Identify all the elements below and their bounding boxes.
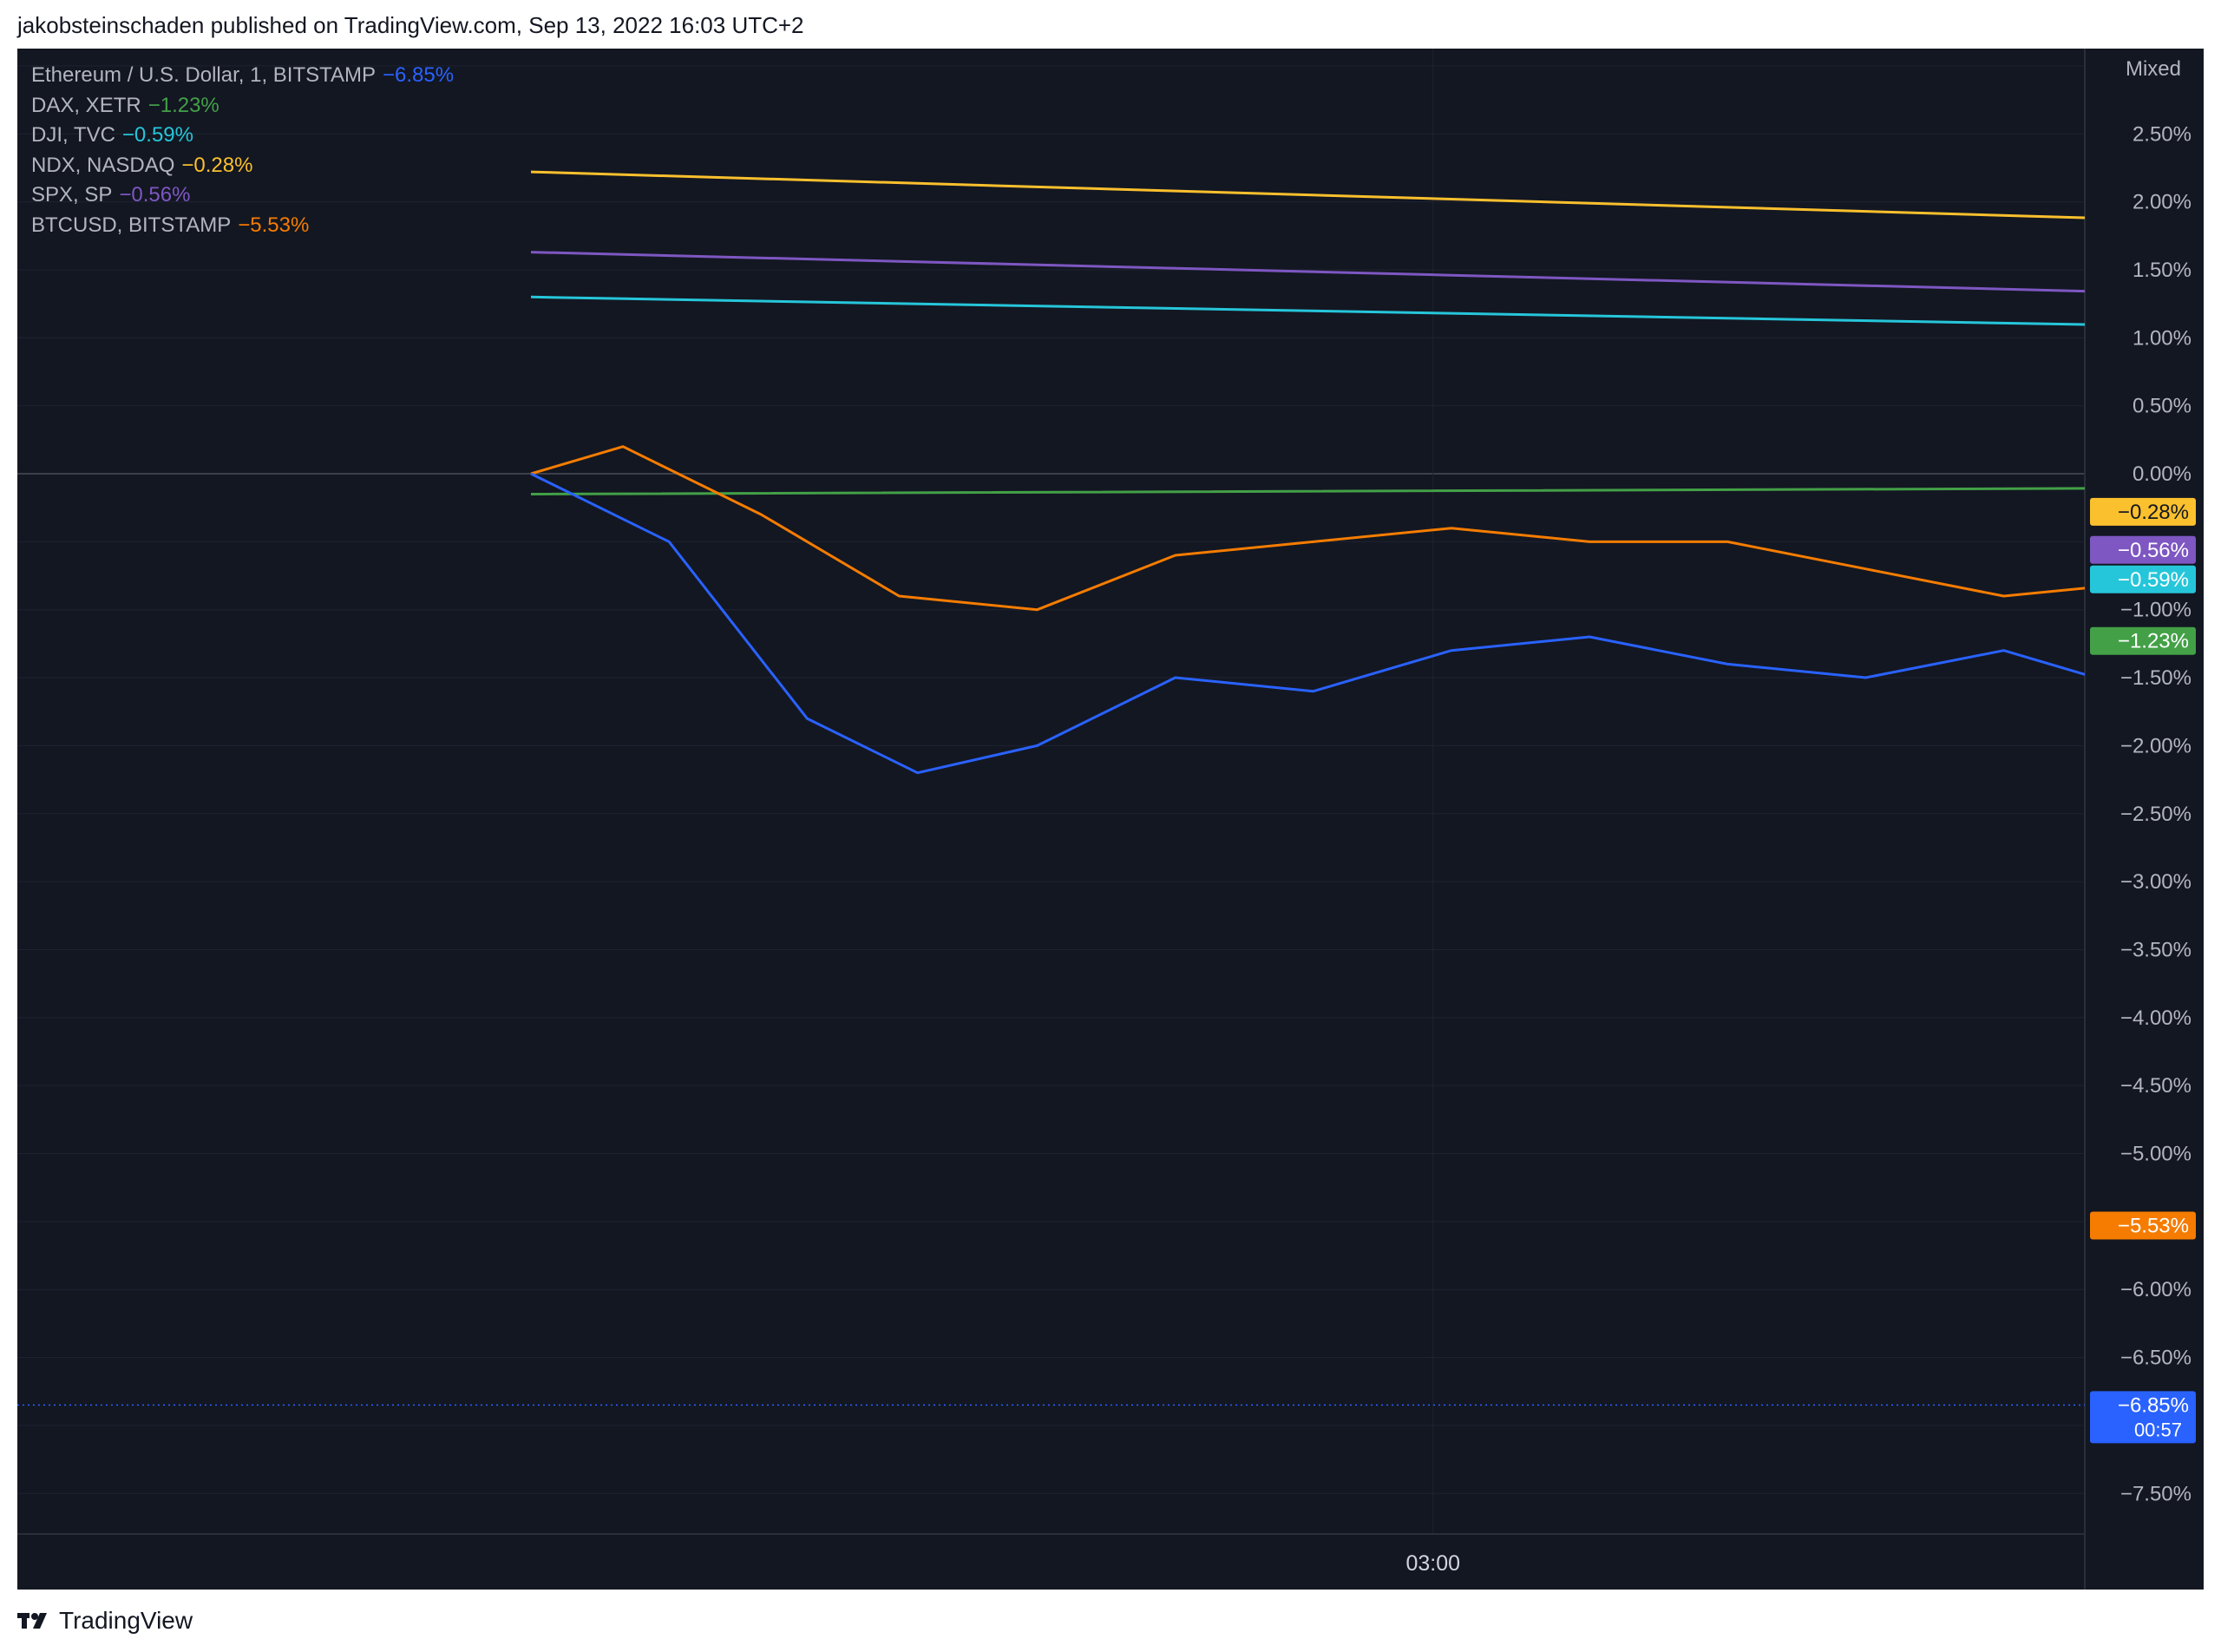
last-value-badge bbox=[2090, 626, 2196, 655]
last-value-badge bbox=[2090, 535, 2196, 564]
series-line-3[interactable] bbox=[530, 170, 2204, 515]
legend: Ethereum / U.S. Dollar, 1, BITSTAMP −6.85… bbox=[31, 61, 454, 240]
legend-series-name: SPX, SP bbox=[31, 183, 113, 206]
last-value-badge bbox=[2090, 497, 2196, 526]
y-tick-label: 1.00% bbox=[2133, 326, 2192, 350]
footer-brand[interactable]: TradingView bbox=[17, 1607, 193, 1635]
last-value-text: −5.53% bbox=[2118, 1215, 2189, 1238]
bar-countdown-text: 00:57 bbox=[2134, 1419, 2182, 1440]
legend-series-name: Ethereum / U.S. Dollar, 1, BITSTAMP bbox=[31, 63, 377, 87]
legend-series-change: −5.53% bbox=[238, 213, 310, 237]
grid bbox=[17, 49, 2086, 1590]
legend-item[interactable]: Ethereum / U.S. Dollar, 1, BITSTAMP −6.85… bbox=[31, 61, 454, 91]
last-value-text: −0.56% bbox=[2118, 539, 2189, 562]
chart-panel[interactable]: 2.50% 2.00% 1.50% 1.00% 0.50% 0.00% −1.00% −1.5… bbox=[17, 49, 2204, 1590]
y-tick-label: −5.00% bbox=[2120, 1143, 2192, 1166]
legend-item[interactable]: NDX, NASDAQ −0.28% bbox=[31, 151, 454, 181]
legend-item[interactable]: SPX, SP −0.56% bbox=[31, 180, 454, 211]
legend-series-change: −0.59% bbox=[121, 123, 193, 147]
y-tick-label: −6.00% bbox=[2120, 1278, 2192, 1301]
y-tick-label: −7.50% bbox=[2120, 1482, 2192, 1505]
y-tick-label: 0.50% bbox=[2133, 395, 2192, 418]
last-value-text: −1.23% bbox=[2118, 630, 2189, 653]
legend-item[interactable]: DAX, XETR −1.23% bbox=[31, 91, 454, 121]
legend-series-name: BTCUSD, BITSTAMP bbox=[31, 213, 232, 237]
y-tick-label: −4.50% bbox=[2120, 1074, 2192, 1098]
y-tick-label: −3.00% bbox=[2120, 870, 2192, 894]
y-tick-label: 2.00% bbox=[2133, 191, 2192, 214]
legend-series-name: NDX, NASDAQ bbox=[31, 153, 175, 177]
last-value-badge bbox=[2090, 1391, 2196, 1444]
y-tick-label: −3.50% bbox=[2120, 938, 2192, 961]
y-tick-label: 2.50% bbox=[2133, 122, 2192, 146]
y-tick-label: −4.00% bbox=[2120, 1006, 2192, 1030]
series-lines bbox=[17, 170, 2204, 1406]
last-value-text: −0.28% bbox=[2118, 501, 2189, 524]
tradingview-logo-icon bbox=[17, 1613, 47, 1629]
scale-mode-label[interactable]: Mixed bbox=[2125, 57, 2181, 81]
legend-item[interactable]: BTCUSD, BITSTAMP −5.53% bbox=[31, 211, 454, 241]
series-line-1[interactable] bbox=[530, 372, 2204, 678]
y-tick-label: −6.50% bbox=[2120, 1347, 2192, 1370]
y-tick-label: −1.50% bbox=[2120, 666, 2192, 690]
legend-series-change: −0.56% bbox=[119, 183, 191, 206]
legend-item[interactable]: DJI, TVC −0.59% bbox=[31, 121, 454, 151]
legend-series-name: DAX, XETR bbox=[31, 93, 141, 117]
y-tick-label: 0.00% bbox=[2133, 462, 2192, 486]
y-tick-label: −2.50% bbox=[2120, 803, 2192, 826]
y-tick-label: −2.00% bbox=[2120, 734, 2192, 757]
y-tick-label: 1.50% bbox=[2133, 259, 2192, 282]
y-tick-label: −1.00% bbox=[2120, 599, 2192, 622]
last-value-text: −6.85% bbox=[2118, 1393, 2189, 1417]
series-line-4[interactable] bbox=[530, 251, 2204, 550]
last-value-text: −0.59% bbox=[2118, 568, 2189, 592]
time-scale: 03:0005:0006:0007:0008:0209:0010:0012:01… bbox=[1405, 1551, 1460, 1576]
legend-series-change: −1.23% bbox=[147, 93, 219, 117]
legend-series-change: −6.85% bbox=[383, 63, 455, 87]
legend-series-name: DJI, TVC bbox=[31, 123, 115, 147]
publish-header: jakobsteinschaden published on TradingVi… bbox=[17, 12, 804, 38]
footer-brand-label: TradingView bbox=[59, 1607, 193, 1634]
chart-canvas[interactable]: 2.50% 2.00% 1.50% 1.00% 0.50% 0.00% −1.00% −1.5… bbox=[17, 49, 2204, 1590]
series-line-0[interactable] bbox=[530, 202, 2204, 1406]
last-value-badges: −0.28% −0.56% −0.59% −1.23% −5.53% −6.85%00:5… bbox=[2090, 497, 2196, 1444]
series-line-2[interactable] bbox=[530, 295, 2204, 554]
series-line-5[interactable] bbox=[530, 284, 2204, 1226]
last-value-badge bbox=[2090, 1211, 2196, 1240]
price-scale: 2.50% 2.00% 1.50% 1.00% 0.50% 0.00% −1.00% −1.5… bbox=[2120, 122, 2192, 1505]
legend-series-change: −0.28% bbox=[181, 153, 253, 177]
x-tick-label: 03:00 bbox=[1405, 1551, 1460, 1576]
last-value-badge bbox=[2090, 565, 2196, 593]
